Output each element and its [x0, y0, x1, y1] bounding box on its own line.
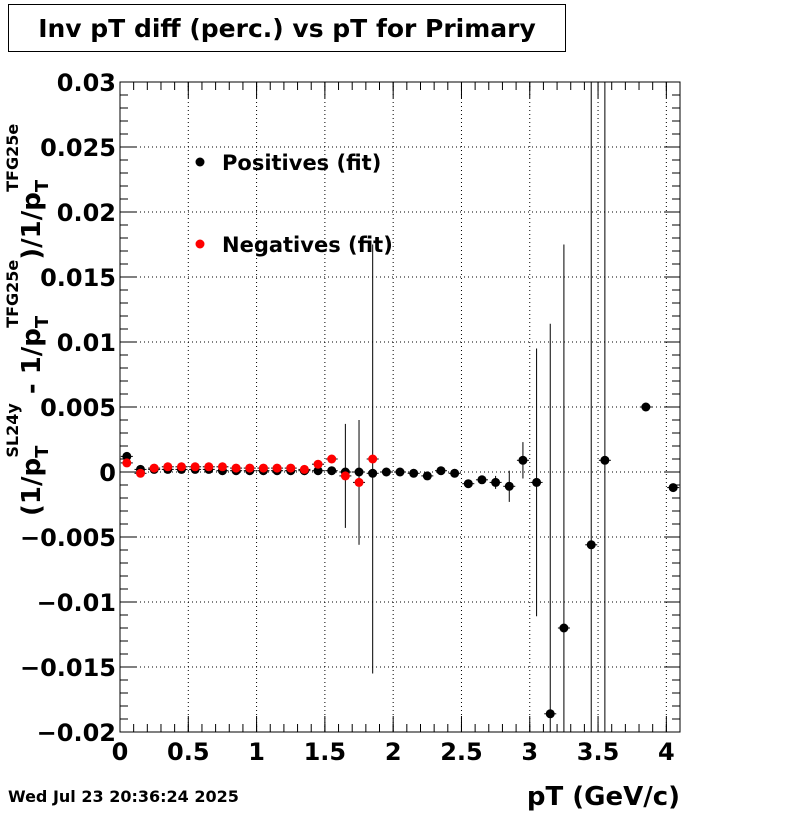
data-points	[122, 402, 678, 719]
legend-label-negatives: Negatives (fit)	[222, 233, 393, 257]
negatives-point	[149, 463, 159, 473]
positives-point	[532, 477, 542, 487]
positives-point	[436, 466, 446, 476]
x-tick-labels: 0 0.5 1 1.5 2 2.5 3 3.5 4	[112, 738, 675, 766]
negatives-point	[217, 462, 227, 472]
positives-point	[586, 540, 596, 550]
negatives-point	[340, 471, 350, 481]
axis-ticks	[119, 81, 681, 733]
x-tick-label: 3.5	[577, 738, 620, 766]
y-tick-labels: −0.02 −0.015 −0.01 −0.005 0 0.005 0.01 0.015 0.0…	[20, 69, 116, 747]
negatives-point	[231, 463, 241, 473]
negatives-point	[299, 464, 309, 474]
positives-point	[518, 455, 528, 465]
y-tick-label: 0	[99, 459, 116, 487]
x-tick-label: 0.5	[167, 738, 210, 766]
positives-point	[450, 468, 460, 478]
x-tick-label: 2.5	[440, 738, 483, 766]
negatives-point	[122, 458, 132, 468]
positives-point	[409, 468, 419, 478]
positives-point	[395, 467, 405, 477]
positives-point	[463, 479, 473, 489]
positives-point	[381, 467, 391, 477]
legend-marker-positives	[195, 157, 205, 167]
legend: Positives (fit) Negatives (fit)	[195, 151, 393, 257]
y-tick-label: 0.03	[57, 69, 116, 97]
positives-point	[600, 455, 610, 465]
x-tick-label: 2	[385, 738, 402, 766]
y-tick-label: −0.015	[20, 654, 116, 682]
positives-point	[122, 451, 132, 461]
legend-label-positives: Positives (fit)	[222, 151, 381, 175]
y-tick-label: −0.005	[20, 524, 116, 552]
negatives-point	[190, 462, 200, 472]
negatives-point	[286, 463, 296, 473]
y-label-part: (1/p	[17, 458, 47, 516]
positives-point	[422, 471, 432, 481]
negatives-point	[163, 462, 173, 472]
x-tick-label: 3	[521, 738, 538, 766]
negatives-point	[135, 468, 145, 478]
negatives-point	[258, 463, 268, 473]
y-label-subscript: T	[32, 445, 53, 458]
negatives-point	[327, 454, 337, 464]
positives-point	[327, 466, 337, 476]
negatives-point	[176, 462, 186, 472]
y-label-subscript: T	[32, 179, 53, 192]
negatives-point	[204, 462, 214, 472]
y-label-part: )/1/p	[17, 192, 47, 260]
positives-point	[313, 466, 323, 476]
y-label-superscript: TFG25e	[3, 124, 22, 192]
positives-point	[504, 481, 514, 491]
timestamp: Wed Jul 23 20:36:24 2025	[8, 787, 239, 806]
y-label-subscript: T	[32, 315, 53, 328]
y-tick-label: 0.02	[57, 199, 116, 227]
x-tick-label: 1.5	[304, 738, 347, 766]
positives-point	[668, 483, 678, 493]
legend-marker-negatives	[195, 239, 205, 249]
y-label-superscript: TFG25e	[3, 260, 22, 328]
negatives-point	[272, 463, 282, 473]
negatives-point	[245, 463, 255, 473]
y-tick-label: 0.025	[40, 134, 116, 162]
positives-point	[559, 623, 569, 633]
y-axis-label-text: (1/pTSL24y - 1/pTTFG25e)/1/pTTFG25e	[3, 124, 53, 516]
chart-title-box: Inv pT diff (perc.) vs pT for Primary	[8, 4, 566, 52]
positives-point	[477, 475, 487, 485]
positives-point	[491, 477, 501, 487]
y-axis-label: (1/pTSL24y - 1/pTTFG25e)/1/pTTFG25e	[3, 124, 53, 516]
x-tick-label: 1	[248, 738, 265, 766]
positives-point	[368, 468, 378, 478]
x-tick-label: 4	[658, 738, 675, 766]
y-label-part: - 1/p	[17, 328, 47, 403]
y-label-superscript: SL24y	[3, 403, 22, 458]
positives-point	[545, 709, 555, 719]
negatives-point	[368, 454, 378, 464]
y-tick-label: −0.01	[37, 589, 116, 617]
negatives-point	[354, 477, 364, 487]
y-tick-label: −0.02	[37, 719, 116, 747]
x-axis-label: pT (GeV/c)	[527, 782, 680, 812]
y-tick-label: 0.01	[57, 329, 116, 357]
grid	[120, 82, 680, 732]
positives-point	[641, 402, 651, 412]
chart-title: Inv pT diff (perc.) vs pT for Primary	[38, 14, 536, 43]
positives-point	[354, 467, 364, 477]
y-tick-label: 0.005	[40, 394, 116, 422]
negatives-point	[313, 459, 323, 469]
y-tick-label: 0.015	[40, 264, 116, 292]
x-tick-label: 0	[112, 738, 129, 766]
